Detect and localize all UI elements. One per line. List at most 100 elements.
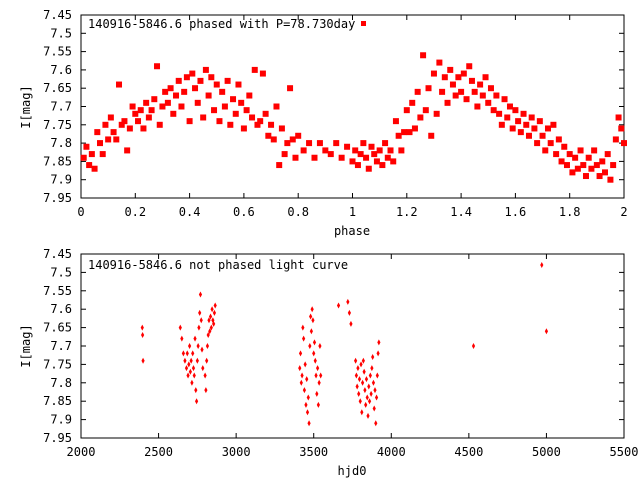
plot-title: 140916-5846.6 not phased light curve <box>88 258 348 272</box>
data-point <box>317 379 321 386</box>
data-point <box>303 361 307 368</box>
data-point <box>216 118 223 125</box>
data-point <box>441 74 448 81</box>
data-point <box>191 365 196 372</box>
data-point <box>463 96 470 103</box>
data-point <box>566 151 573 158</box>
data-point <box>116 81 123 88</box>
data-point <box>596 173 603 180</box>
data-point <box>547 140 554 147</box>
data-point <box>379 162 386 169</box>
data-point <box>371 354 375 361</box>
data-point <box>604 151 611 158</box>
data-point <box>235 81 242 88</box>
x-tick-label: 1.2 <box>396 205 418 219</box>
data-point <box>528 114 535 121</box>
data-point <box>212 309 217 316</box>
data-point <box>364 376 369 383</box>
x-tick-label: 1.8 <box>559 205 581 219</box>
data-point <box>86 162 93 169</box>
data-point <box>141 357 145 364</box>
data-point <box>433 110 440 117</box>
data-point <box>194 398 199 405</box>
data-point <box>273 103 280 110</box>
data-point <box>243 107 250 114</box>
data-point <box>482 74 489 81</box>
data-point <box>512 107 519 114</box>
data-point <box>188 343 192 349</box>
data-point <box>458 88 465 95</box>
y-tick-label: 7.45 <box>43 8 72 22</box>
data-point <box>302 387 307 394</box>
data-point <box>542 147 549 154</box>
data-point <box>544 125 551 132</box>
x-tick-label: 3500 <box>299 445 328 459</box>
y-tick-label: 7.95 <box>43 191 72 205</box>
data-point <box>553 151 560 158</box>
data-point <box>107 114 114 121</box>
data-point <box>313 357 317 364</box>
data-series <box>140 262 549 427</box>
data-point <box>219 88 226 95</box>
data-point <box>525 132 532 139</box>
data-point <box>180 335 184 342</box>
data-point <box>265 132 272 139</box>
x-tick-label: 5000 <box>532 445 561 459</box>
data-point <box>377 339 381 346</box>
data-point <box>358 398 362 405</box>
data-point <box>287 85 294 92</box>
data-point <box>270 136 277 143</box>
data-point <box>363 154 370 161</box>
data-point <box>474 103 481 110</box>
data-point <box>422 107 429 114</box>
data-point <box>374 420 378 427</box>
data-point <box>192 372 196 379</box>
y-tick-label: 7.65 <box>43 81 72 95</box>
data-point <box>178 324 182 331</box>
data-point <box>167 85 174 92</box>
data-point <box>192 85 199 92</box>
data-point <box>301 324 305 331</box>
data-point <box>211 107 218 114</box>
data-point <box>204 387 208 394</box>
data-point <box>132 110 139 117</box>
data-point <box>121 118 128 125</box>
data-point <box>205 343 210 349</box>
data-point <box>224 77 231 84</box>
data-point <box>118 121 125 128</box>
data-point <box>213 81 220 88</box>
data-point <box>452 92 459 99</box>
phased-light-curve-plot: 140916-5846.6 phased with P=78.730day I[… <box>19 8 628 238</box>
data-point <box>447 66 454 73</box>
data-point <box>365 394 369 401</box>
x-tick-label: 0.8 <box>287 205 309 219</box>
data-point <box>238 99 245 106</box>
data-point <box>420 52 427 59</box>
x-tick-label: 4000 <box>377 445 406 459</box>
data-point <box>338 154 345 161</box>
data-point <box>316 401 320 408</box>
data-point <box>80 154 87 161</box>
data-point <box>246 92 253 99</box>
data-point <box>493 92 500 99</box>
data-point <box>355 383 359 390</box>
data-point <box>360 409 364 416</box>
data-point <box>221 103 228 110</box>
data-point <box>113 136 120 143</box>
data-point <box>392 118 399 125</box>
data-point <box>540 262 544 269</box>
data-point <box>409 99 416 106</box>
y-tick-label: 7.7 <box>50 100 72 114</box>
data-point <box>193 335 197 342</box>
data-point <box>198 291 203 298</box>
data-point <box>354 162 361 169</box>
unphased-light-curve-plot: 140916-5846.6 not phased light curve I[m… <box>19 247 638 478</box>
data-point <box>175 77 182 84</box>
data-point <box>311 317 315 324</box>
data-point <box>309 328 313 335</box>
data-point <box>577 147 584 154</box>
data-point <box>190 379 194 386</box>
data-point <box>262 110 269 117</box>
data-point <box>206 331 210 338</box>
data-point <box>370 365 374 372</box>
